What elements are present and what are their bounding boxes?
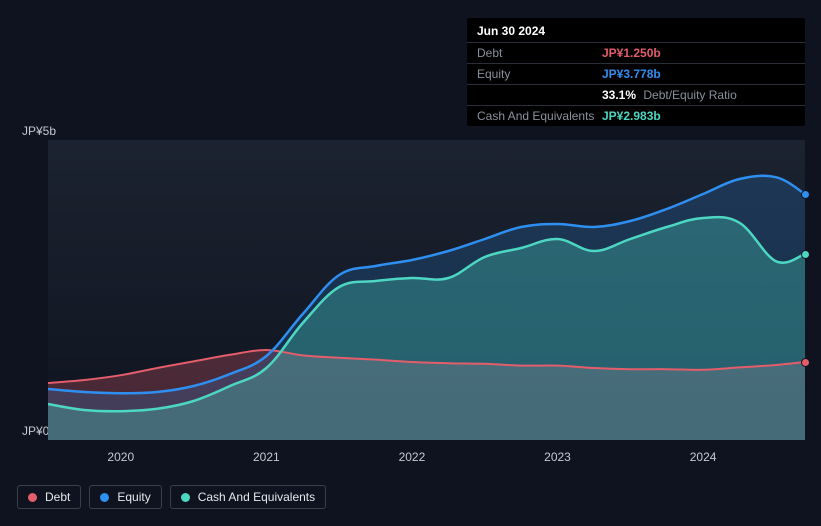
x-axis-tick: 2021 [253, 450, 280, 464]
end-marker-cash [801, 250, 810, 259]
x-axis-tick: 2022 [399, 450, 426, 464]
tooltip-row-value: JP¥2.983b [602, 109, 661, 123]
chart-plot [48, 140, 805, 440]
legend-dot [100, 493, 109, 502]
tooltip: Jun 30 2024 DebtJP¥1.250bEquityJP¥3.778b… [467, 18, 805, 126]
tooltip-row: Cash And EquivalentsJP¥2.983b [467, 106, 805, 126]
tooltip-row: 33.1% Debt/Equity Ratio [467, 85, 805, 106]
legend-item-cash[interactable]: Cash And Equivalents [170, 485, 326, 509]
tooltip-row-value: 33.1% Debt/Equity Ratio [602, 88, 737, 102]
tooltip-row: EquityJP¥3.778b [467, 64, 805, 85]
x-axis-tick: 2024 [690, 450, 717, 464]
x-axis-tick: 2020 [107, 450, 134, 464]
legend-item-debt[interactable]: Debt [17, 485, 81, 509]
legend-dot [28, 493, 37, 502]
tooltip-row: DebtJP¥1.250b [467, 43, 805, 64]
y-axis-tick-min: JP¥0 [22, 424, 49, 438]
legend-item-equity[interactable]: Equity [89, 485, 161, 509]
end-marker-equity [801, 190, 810, 199]
y-axis-tick-max: JP¥5b [22, 124, 56, 138]
end-marker-debt [801, 358, 810, 367]
tooltip-row-label: Cash And Equivalents [477, 109, 602, 123]
tooltip-row-value: JP¥3.778b [602, 67, 661, 81]
legend-label: Equity [117, 490, 150, 504]
legend-label: Cash And Equivalents [198, 490, 315, 504]
legend: Debt Equity Cash And Equivalents [17, 485, 326, 509]
tooltip-row-label: Equity [477, 67, 602, 81]
tooltip-row-value: JP¥1.250b [602, 46, 661, 60]
tooltip-row-label [477, 88, 602, 102]
tooltip-row-label: Debt [477, 46, 602, 60]
legend-label: Debt [45, 490, 70, 504]
legend-dot [181, 493, 190, 502]
x-axis-tick: 2023 [544, 450, 571, 464]
tooltip-date: Jun 30 2024 [467, 18, 805, 43]
